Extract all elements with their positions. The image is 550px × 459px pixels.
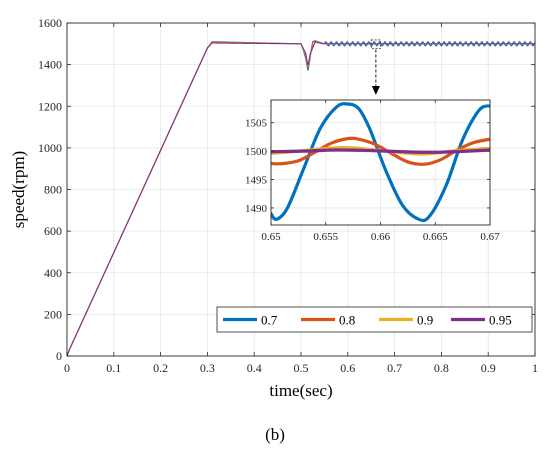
- zoom-arrow-head: [371, 86, 380, 95]
- figure-caption: (b): [265, 425, 285, 444]
- y-tick-label: 0: [56, 349, 62, 363]
- legend-entry: 0.7: [223, 313, 278, 328]
- legend-entry: 0.8: [301, 313, 355, 328]
- x-tick-label: 0: [64, 361, 70, 375]
- y-tick-label: 1200: [38, 99, 62, 113]
- zoom-box: [370, 39, 381, 49]
- x-tick-label: 0.5: [294, 361, 309, 375]
- series-line-0_95: [66, 41, 535, 357]
- inset-x-tick-label: 0.67: [480, 231, 500, 243]
- x-tick-label: 0.2: [153, 361, 168, 375]
- inset-x-tick-label: 0.665: [423, 231, 448, 243]
- y-tick-label: 1400: [38, 58, 62, 72]
- legend-label: 0.9: [417, 313, 433, 328]
- legend-label: 0.7: [261, 313, 278, 328]
- legend-label: 0.8: [339, 313, 355, 328]
- x-tick-label: 0.1: [106, 361, 121, 375]
- inset-x-tick-label: 0.66: [371, 231, 391, 243]
- inset-y-tick-label: 1495: [245, 175, 268, 187]
- main-series: [66, 40, 536, 357]
- legend-entry: 0.9: [379, 313, 433, 328]
- inset-line-0_7: [271, 102, 490, 223]
- y-tick-label: 1000: [38, 141, 62, 155]
- x-tick-label: 0.3: [200, 361, 215, 375]
- x-tick-label: 0.7: [387, 361, 402, 375]
- y-tick-label: 400: [44, 266, 62, 280]
- x-tick-label: 0.8: [434, 361, 449, 375]
- y-tick-label: 600: [44, 224, 62, 238]
- legend-label: 0.95: [489, 313, 512, 328]
- y-axis-label: speed(rpm): [9, 151, 28, 228]
- inset-ticks: [270, 100, 491, 225]
- x-tick-label: 0.9: [481, 361, 496, 375]
- legend-entry: 0.95: [451, 313, 512, 328]
- inset-y-tick-label: 1500: [245, 146, 268, 158]
- inset-y-tick-label: 1490: [245, 203, 268, 215]
- inset-y-tick-label: 1505: [245, 118, 268, 130]
- x-tick-label: 1: [532, 361, 538, 375]
- y-tick-label: 800: [44, 183, 62, 197]
- y-tick-label: 200: [44, 307, 62, 321]
- x-tick-label: 0.4: [247, 361, 262, 375]
- x-tick-label: 0.6: [340, 361, 355, 375]
- inset-series: [271, 102, 490, 223]
- y-tick-label: 1600: [38, 16, 62, 30]
- x-axis-label: time(sec): [269, 381, 332, 400]
- inset-line-0_95: [271, 148, 490, 154]
- main-ticks: [66, 22, 536, 357]
- inset-x-tick-label: 0.65: [261, 231, 281, 243]
- inset-x-tick-label: 0.655: [313, 231, 338, 243]
